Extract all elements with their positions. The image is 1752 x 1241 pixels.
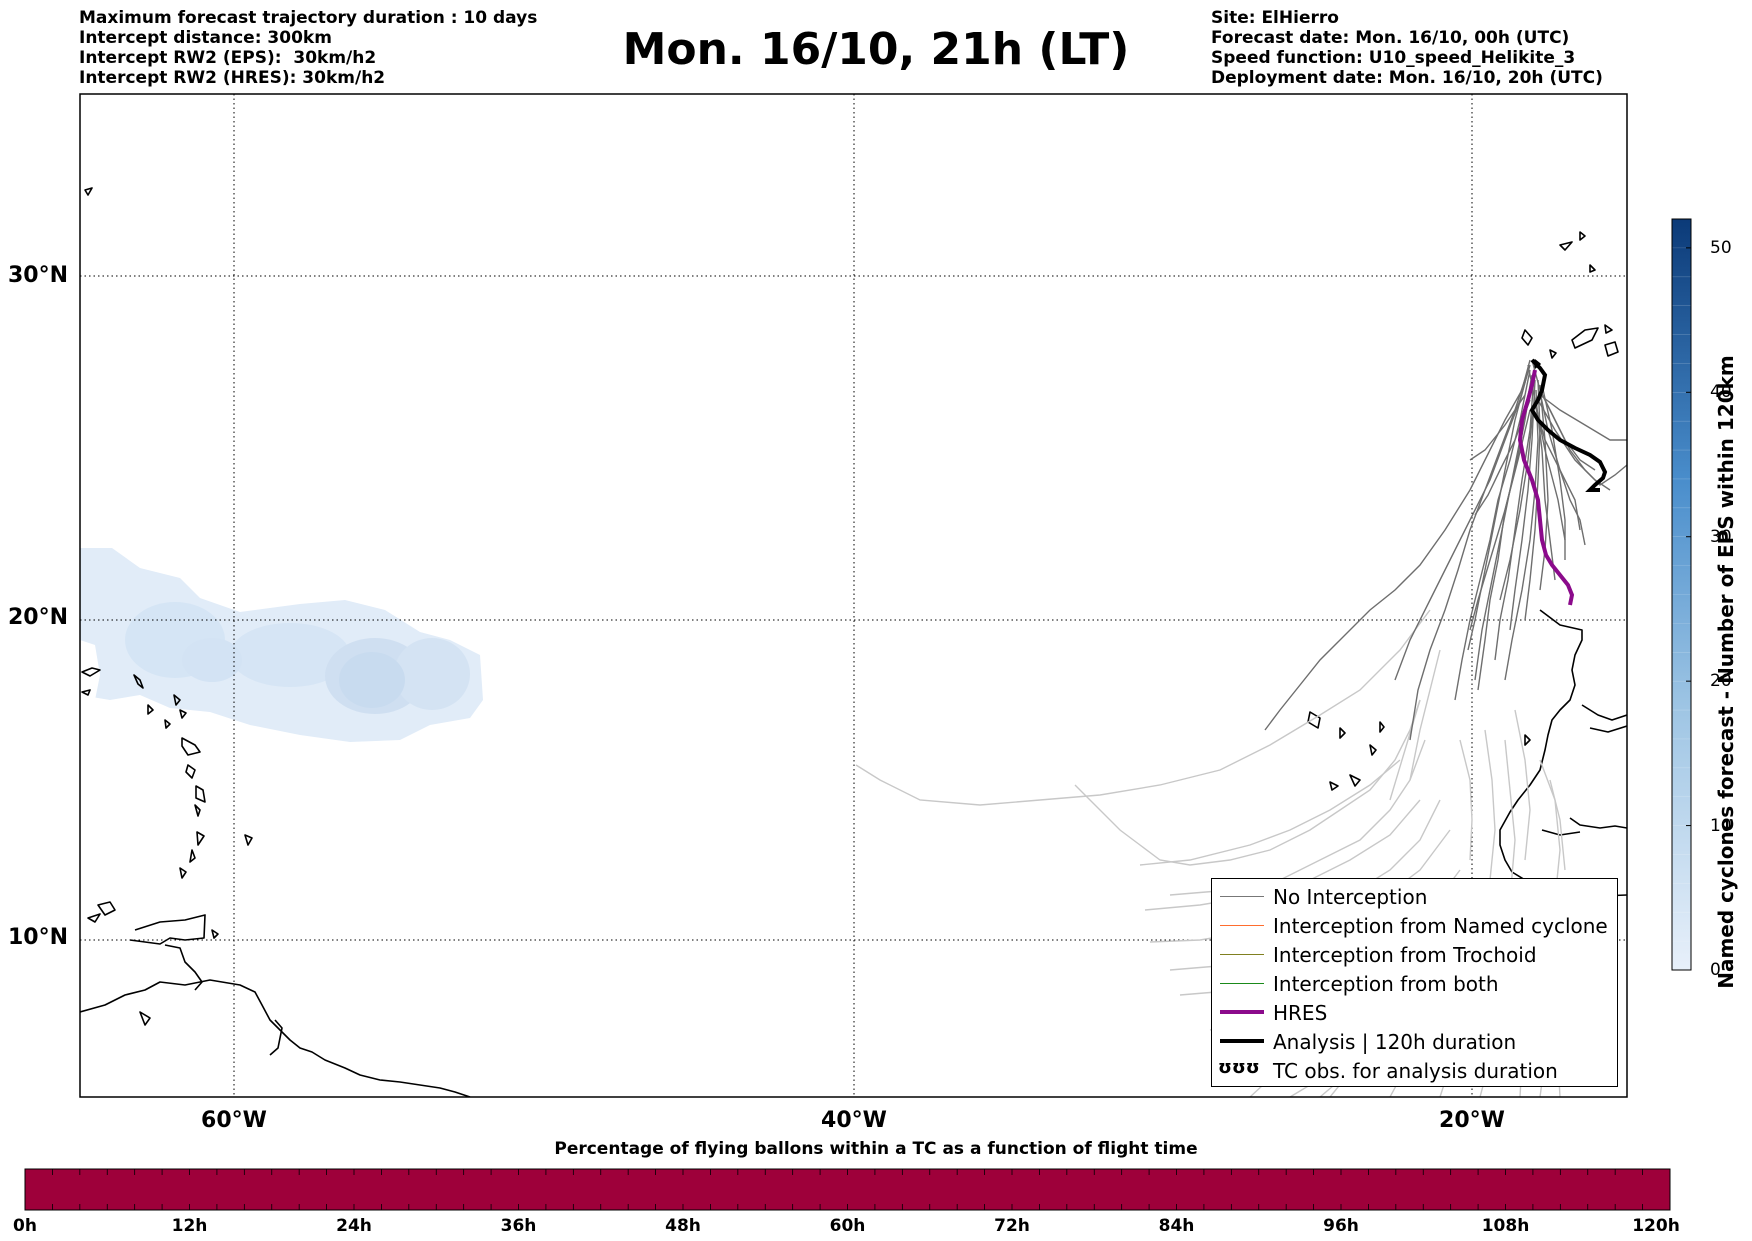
colorbar-tick-label: 40 — [1710, 382, 1732, 402]
legend-item-both: Interception from both — [1212, 969, 1617, 998]
flight-time-bar — [24, 1168, 1671, 1211]
tc-obs-symbol-icon: ʊʊʊ — [1218, 1057, 1260, 1078]
flight-bar-tick-label: 60h — [829, 1216, 866, 1236]
flight-bar-tick-label: 12h — [171, 1216, 208, 1236]
flight-bar-title: Percentage of flying ballons within a TC… — [554, 1139, 1198, 1159]
lat-label: 20°N — [8, 605, 69, 630]
lon-label: 40°W — [821, 1108, 887, 1133]
flight-bar-tick-label: 108h — [1481, 1216, 1530, 1236]
legend-swatch — [1220, 896, 1264, 897]
colorbar-tick-marks — [1686, 247, 1691, 971]
flight-bar-tick-label: 120h — [1632, 1216, 1680, 1236]
flight-bar-tick-label: 84h — [1158, 1216, 1195, 1236]
legend-label: TC obs. for analysis duration — [1273, 1059, 1558, 1083]
legend-label: Interception from both — [1273, 972, 1499, 996]
header-right-line: Deployment date: Mon. 16/10, 20h (UTC) — [1211, 68, 1603, 88]
hres-trajectory — [1517, 369, 1575, 606]
map-legend: No Interception Interception from Named … — [1211, 878, 1618, 1087]
analysis-trajectory — [1529, 358, 1608, 492]
header-right-line: Site: ElHierro — [1211, 8, 1339, 28]
colorbar-tick-label: 10 — [1710, 816, 1732, 836]
header-left-line: Intercept distance: 300km — [79, 28, 332, 48]
colorbar — [1671, 218, 1692, 971]
legend-item-analysis: Analysis | 120h duration — [1212, 1027, 1617, 1056]
legend-item-tc-obs: ʊʊʊ TC obs. for analysis duration — [1212, 1056, 1617, 1085]
flight-bar-tick-label: 48h — [665, 1216, 701, 1236]
legend-swatch — [1220, 983, 1264, 984]
trajectories-no-interception — [1264, 359, 1627, 741]
map-area — [80, 94, 1627, 1097]
header-right-line: Forecast date: Mon. 16/10, 00h (UTC) — [1211, 28, 1570, 48]
colorbar-tick-label: 30 — [1710, 527, 1732, 547]
lon-label: 60°W — [201, 1108, 267, 1133]
header-info-left: Maximum forecast trajectory duration : 1… — [79, 8, 537, 88]
legend-label: No Interception — [1273, 885, 1428, 909]
flight-bar-tick-label: 24h — [336, 1216, 372, 1236]
legend-item-hres: HRES — [1212, 998, 1617, 1027]
header-left-line: Intercept RW2 (HRES): 30km/h2 — [79, 68, 386, 88]
colorbar-tick-label: 20 — [1710, 671, 1732, 691]
legend-item-trochoid: Interception from Trochoid — [1212, 940, 1617, 969]
legend-swatch — [1220, 954, 1264, 955]
flight-bar-tick-label: 0h — [13, 1216, 37, 1236]
header-left-line: Intercept RW2 (EPS): 30km/h2 — [79, 48, 377, 68]
colorbar-tick-label: 50 — [1710, 238, 1732, 258]
page-title: Mon. 16/10, 21h (LT) — [622, 24, 1130, 75]
cyclone-density-field — [80, 548, 483, 742]
map-frame — [79, 93, 1628, 1098]
legend-item-no-interception: No Interception — [1212, 882, 1617, 911]
header-left-line: Maximum forecast trajectory duration : 1… — [79, 8, 538, 28]
colorbar-tick-label: 0 — [1710, 960, 1721, 980]
legend-item-named-cyclone: Interception from Named cyclone — [1212, 911, 1617, 940]
legend-label: Interception from Named cyclone — [1273, 914, 1608, 938]
lat-label: 30°N — [8, 263, 69, 288]
flight-bar-tick-label: 72h — [994, 1216, 1030, 1236]
legend-swatch — [1220, 925, 1264, 926]
lon-label: 20°W — [1439, 1108, 1505, 1133]
legend-label: Analysis | 120h duration — [1273, 1030, 1517, 1054]
legend-label: Interception from Trochoid — [1273, 943, 1537, 967]
legend-swatch — [1220, 1010, 1264, 1014]
flight-bar-tick-marks — [52, 1169, 1643, 1210]
map-gridlines — [80, 94, 1627, 1097]
header-info-right: Site: ElHierro Forecast date: Mon. 16/10… — [1211, 8, 1603, 88]
legend-label: HRES — [1273, 1001, 1328, 1025]
lat-label: 10°N — [8, 925, 69, 950]
flight-bar-tick-label: 36h — [500, 1216, 537, 1236]
header-right-line: Speed function: U10_speed_Helikite_3 — [1211, 48, 1576, 68]
flight-bar-tick-label: 96h — [1323, 1216, 1359, 1236]
legend-swatch — [1220, 1039, 1264, 1043]
